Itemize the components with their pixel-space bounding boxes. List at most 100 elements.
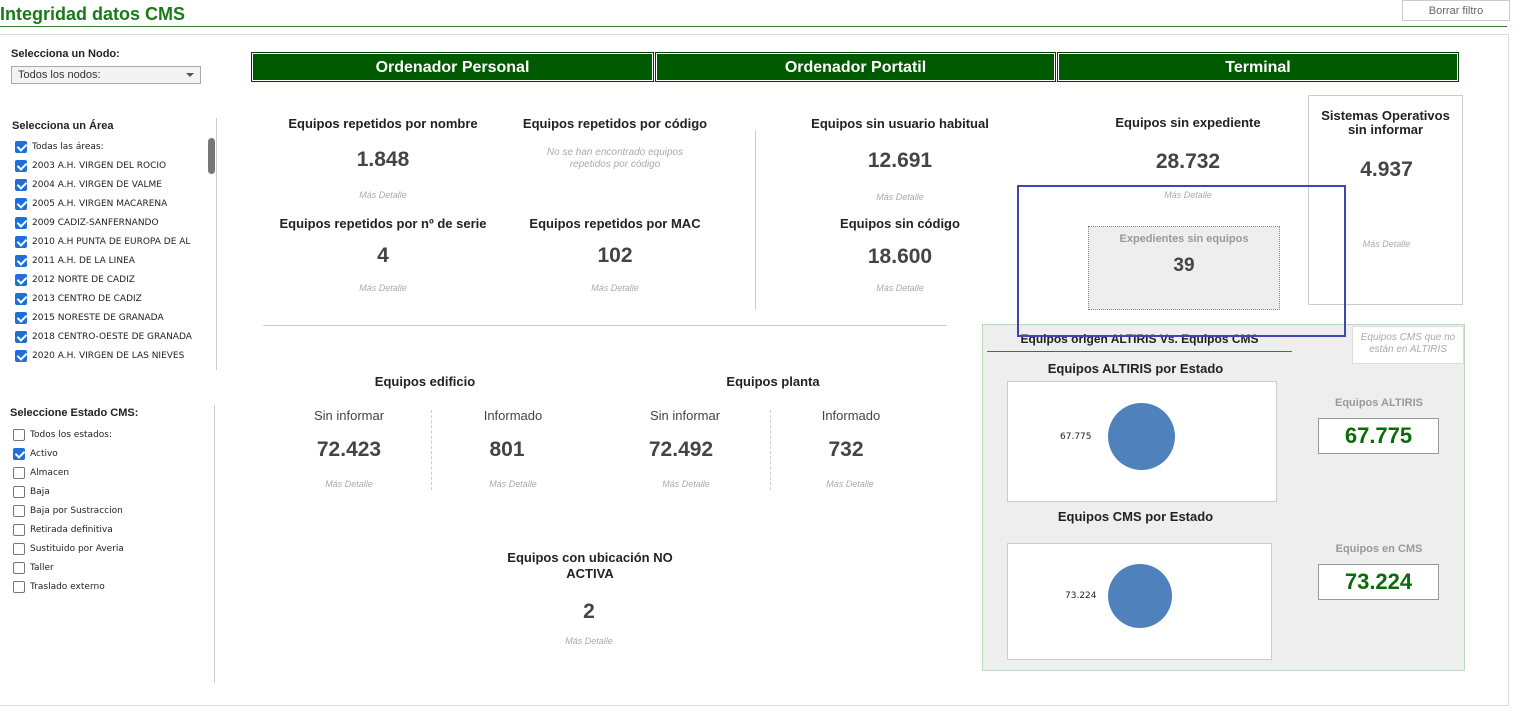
state-item[interactable]: Almacen (13, 466, 69, 480)
area-label: 2005 A.H. VIRGEN MACARENA (32, 199, 168, 209)
state-checkbox[interactable] (13, 448, 25, 460)
kpi-rep-codigo-note: No se han encontrado equipos repetidos p… (546, 147, 684, 170)
area-item[interactable]: 2004 A.H. VIRGEN DE VALME (15, 178, 162, 192)
state-checkbox[interactable] (13, 581, 25, 593)
area-checkbox[interactable] (15, 179, 27, 191)
kpi-rep-nombre-title: Equipos repetidos por nombre (288, 116, 478, 131)
frame-top-border (0, 34, 1508, 35)
area-checkbox[interactable] (15, 331, 27, 343)
area-label: 2010 A.H PUNTA DE EUROPA DE AL (32, 237, 191, 247)
state-checkbox[interactable] (13, 486, 25, 498)
area-item[interactable]: 2018 CENTRO-OESTE DE GRANADA (15, 330, 192, 344)
cms-not-in-altiris-note[interactable]: Equipos CMS que no están en ALTIRIS (1352, 326, 1464, 364)
kpi-sin-codigo-value: 18.600 (867, 245, 933, 268)
clear-filter-button[interactable]: Borrar filtro (1402, 0, 1510, 21)
planta-inf-more-link[interactable]: Más Detalle (826, 479, 874, 489)
tab-ordenador-portatil[interactable]: Ordenador Portatil (655, 52, 1056, 82)
area-checkbox[interactable] (15, 236, 27, 248)
area-item[interactable]: Todas las áreas: (15, 140, 104, 154)
cms-pie-slice[interactable] (1108, 564, 1172, 628)
state-item[interactable]: Baja por Sustraccion (13, 504, 123, 518)
edificio-inf-more-link[interactable]: Más Detalle (489, 479, 537, 489)
planta-sin-label: Sin informar (649, 408, 721, 423)
area-checkbox[interactable] (15, 141, 27, 153)
state-checkbox[interactable] (13, 429, 25, 441)
tab-terminal[interactable]: Terminal (1057, 52, 1459, 82)
area-item[interactable]: 2009 CADIZ-SANFERNANDO (15, 216, 159, 230)
area-checkbox[interactable] (15, 293, 27, 305)
kpi-sin-usuario-more-link[interactable]: Más Detalle (876, 192, 924, 202)
kpi-rep-mac-value: 102 (597, 244, 633, 267)
area-checkbox[interactable] (15, 274, 27, 286)
kpi-sin-expediente-title: Equipos sin expediente (1115, 115, 1261, 130)
altiris-pie-slice[interactable] (1108, 403, 1175, 470)
kpi-sin-codigo-more-link[interactable]: Más Detalle (876, 283, 924, 293)
area-label: Todas las áreas: (32, 142, 104, 152)
so-sin-informar-title: Sistemas Operativos sin informar (1321, 108, 1450, 137)
area-item[interactable]: 2005 A.H. VIRGEN MACARENA (15, 197, 167, 211)
exp-sin-equipos-title: Expedientes sin equipos (1119, 233, 1249, 245)
exp-sin-equipos-card[interactable]: Expedientes sin equipos 39 (1088, 226, 1280, 310)
area-checkbox[interactable] (15, 160, 27, 172)
state-item[interactable]: Sustituido por Averia (13, 542, 124, 556)
altiris-kpi-value[interactable]: 67.775 (1318, 418, 1439, 454)
area-item[interactable]: 2013 CENTRO DE CADIZ (15, 292, 142, 306)
cms-pie-label: 73.224 (1065, 591, 1097, 601)
state-checkbox[interactable] (13, 505, 25, 517)
kpi-sin-usuario-title: Equipos sin usuario habitual (811, 116, 989, 131)
area-item[interactable]: 2010 A.H PUNTA DE EUROPA DE AL (15, 235, 190, 249)
state-label: Sustituido por Averia (30, 544, 124, 554)
area-label: 2018 CENTRO-OESTE DE GRANADA (32, 332, 192, 342)
planta-title: Equipos planta (726, 374, 820, 389)
area-item[interactable]: 2011 A.H. DE LA LINEA (15, 254, 135, 268)
state-item[interactable]: Activo (13, 447, 58, 461)
area-filter-label: Selecciona un Área (12, 120, 114, 132)
edificio-sin-more-link[interactable]: Más Detalle (325, 479, 373, 489)
state-filter-label: Seleccione Estado CMS: (10, 407, 139, 419)
ubicacion-title: Equipos con ubicación NO ACTIVA (507, 550, 673, 581)
kpi-rep-serie-more-link[interactable]: Más Detalle (359, 283, 407, 293)
area-label: 2003 A.H. VIRGEN DEL ROCIO (32, 161, 167, 171)
kpi-rep-nombre-more-link[interactable]: Más Detalle (359, 190, 407, 200)
kpi-sin-expediente-more-link[interactable]: Más Detalle (1164, 190, 1212, 200)
area-label: 2020 A.H. VIRGEN DE LAS NIEVES (32, 351, 185, 361)
edificio-inf-value: 801 (489, 438, 525, 461)
area-checkbox[interactable] (15, 350, 27, 362)
state-list-divider (214, 405, 215, 683)
node-select[interactable]: Todos los nodos: (11, 66, 201, 84)
state-item[interactable]: Todos los estados: (13, 428, 112, 442)
selection-highlight-box (1017, 185, 1346, 337)
area-checkbox[interactable] (15, 255, 27, 267)
state-item[interactable]: Traslado externo (13, 580, 105, 594)
area-checkbox[interactable] (15, 312, 27, 324)
cms-kpi-value[interactable]: 73.224 (1318, 564, 1439, 600)
tab-ordenador-personal[interactable]: Ordenador Personal (251, 52, 654, 82)
state-item[interactable]: Retirada definitiva (13, 523, 113, 537)
state-item[interactable]: Baja (13, 485, 50, 499)
area-label: 2015 NORESTE DE GRANADA (32, 313, 164, 323)
planta-inf-value: 732 (828, 438, 864, 461)
state-checkbox[interactable] (13, 467, 25, 479)
kpi-rep-serie-value: 4 (377, 244, 389, 267)
state-checkbox[interactable] (13, 543, 25, 555)
kpi-rep-nombre-value: 1.848 (356, 148, 410, 171)
ubicacion-more-link[interactable]: Más Detalle (565, 636, 613, 646)
planta-sin-more-link[interactable]: Más Detalle (662, 479, 710, 489)
state-checkbox[interactable] (13, 562, 25, 574)
edificio-divider (431, 410, 432, 490)
state-checkbox[interactable] (13, 524, 25, 536)
area-item[interactable]: 2012 NORTE DE CADIZ (15, 273, 135, 287)
kpi-rep-mac-more-link[interactable]: Más Detalle (591, 283, 639, 293)
state-checkbox-list: Todos los estados: Activo Almacen Baja Baja … (13, 428, 203, 598)
state-item[interactable]: Taller (13, 561, 54, 575)
area-checkbox-list: Todas las áreas: 2003 A.H. VIRGEN DEL ROC… (15, 140, 205, 370)
area-checkbox[interactable] (15, 198, 27, 210)
area-checkbox[interactable] (15, 217, 27, 229)
area-item[interactable]: 2020 A.H. VIRGEN DE LAS NIEVES (15, 349, 184, 363)
area-item[interactable]: 2015 NORESTE DE GRANADA (15, 311, 164, 325)
so-sin-informar-more-link[interactable]: Más Detalle (1362, 239, 1411, 249)
state-label: Taller (30, 563, 54, 573)
state-label: Activo (30, 449, 58, 459)
area-list-scrollbar[interactable] (208, 138, 215, 174)
area-item[interactable]: 2003 A.H. VIRGEN DEL ROCIO (15, 159, 166, 173)
